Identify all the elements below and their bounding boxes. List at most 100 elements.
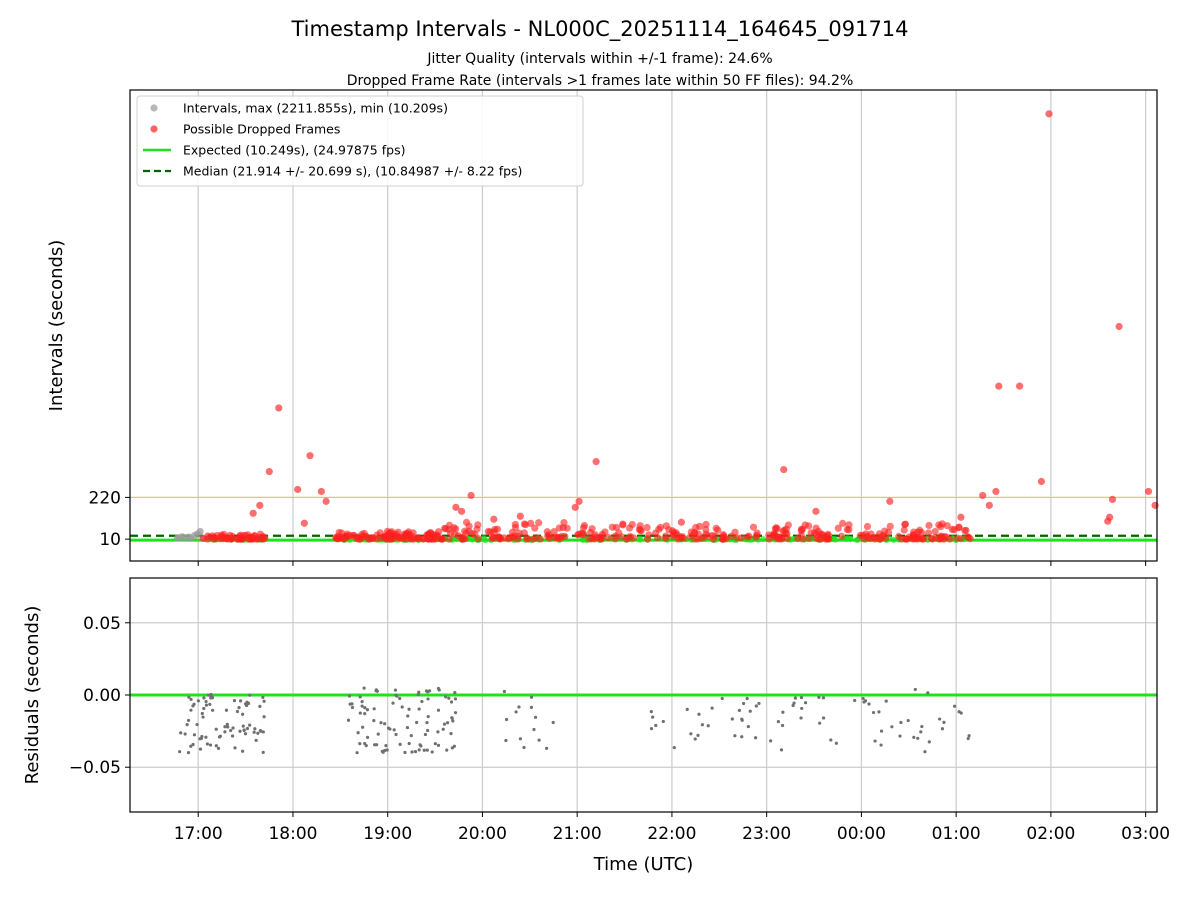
- residual-point: [398, 742, 402, 746]
- dropped-frame-point: [910, 528, 918, 536]
- residual-point: [906, 718, 910, 723]
- residual-point: [792, 701, 796, 705]
- residual-point: [447, 696, 451, 700]
- residual-point: [360, 699, 364, 704]
- dropped-frame-point: [801, 521, 809, 529]
- dropped-frame-point: [585, 535, 594, 543]
- residual-point: [191, 742, 195, 747]
- dropped-frame-point: [451, 530, 459, 538]
- dropped-frame-point: [678, 533, 686, 541]
- dropped-frame-point: [402, 532, 410, 540]
- residual-point: [916, 736, 920, 740]
- residual-point: [204, 735, 208, 739]
- residual-point: [187, 695, 191, 699]
- dropped-frame-point: [237, 534, 245, 542]
- dropped-frame-point: [1037, 477, 1046, 486]
- residual-point: [204, 703, 209, 707]
- residual-point: [417, 748, 421, 752]
- dropped-frame-point: [441, 525, 450, 533]
- interval-point: [196, 527, 204, 536]
- dropped-frame-point: [805, 534, 813, 543]
- dropped-frame-point: [452, 503, 460, 511]
- expected-interval-point: [760, 536, 767, 543]
- dropped-frame-point: [216, 535, 225, 543]
- residual-point: [363, 706, 367, 710]
- x-tick-label: 03:00: [1121, 824, 1170, 844]
- legend-marker-dropped: [150, 125, 158, 133]
- dropped-frame-point: [300, 519, 308, 527]
- residual-point: [769, 739, 773, 743]
- dropped-frame-point: [900, 526, 908, 534]
- dropped-frame-point: [727, 532, 735, 541]
- residual-point: [551, 720, 555, 725]
- dropped-frame-point: [592, 458, 600, 466]
- dropped-frame-point: [691, 529, 699, 538]
- dropped-frame-point: [543, 528, 551, 536]
- residual-point: [920, 724, 924, 729]
- residual-point: [532, 727, 536, 732]
- residual-point: [433, 742, 437, 746]
- dropped-frame-point: [902, 535, 910, 543]
- dropped-frame-point: [373, 531, 381, 539]
- residual-point: [430, 750, 434, 754]
- residual-point: [923, 750, 927, 754]
- dropped-frame-point: [985, 501, 993, 509]
- dropped-frame-point: [457, 507, 466, 515]
- residual-point: [347, 694, 352, 698]
- residual-point: [877, 710, 881, 714]
- residual-point: [178, 750, 182, 754]
- residual-point: [383, 748, 387, 753]
- residual-point: [449, 732, 453, 736]
- x-tick-label: 23:00: [742, 824, 791, 844]
- residual-point: [258, 728, 263, 733]
- dropped-frame-point: [259, 532, 267, 541]
- residual-point: [803, 701, 808, 705]
- residual-point: [926, 691, 930, 695]
- residual-point: [233, 746, 237, 750]
- residual-point: [871, 710, 876, 715]
- residual-point: [518, 737, 523, 741]
- residual-point: [451, 719, 455, 723]
- expected-interval-point: [482, 537, 489, 544]
- residual-point: [364, 744, 368, 748]
- dropped-frame-point: [1016, 382, 1024, 390]
- residual-point: [953, 704, 957, 708]
- residual-point: [730, 717, 734, 721]
- residual-point: [444, 695, 448, 699]
- residual-point: [179, 731, 183, 735]
- residual-point: [224, 708, 229, 712]
- residual-point: [426, 690, 430, 694]
- residual-point: [661, 719, 665, 724]
- residuals-y-tick-label: 0.05: [83, 614, 121, 634]
- residual-point: [445, 748, 449, 752]
- residual-point: [753, 736, 758, 740]
- residual-point: [406, 714, 410, 718]
- residual-point: [209, 692, 213, 697]
- residual-point: [241, 712, 245, 716]
- legend-label-dropped: Possible Dropped Frames: [183, 122, 340, 137]
- dropped-frame-point: [643, 523, 651, 532]
- dropped-frame-point: [812, 507, 820, 515]
- residual-point: [757, 701, 761, 706]
- residual-point: [689, 732, 693, 736]
- dropped-frame-point: [780, 465, 788, 474]
- residual-point: [654, 723, 658, 728]
- dropped-frame-point: [957, 535, 965, 543]
- residual-point: [419, 744, 423, 748]
- x-tick-label: 00:00: [837, 824, 886, 844]
- residual-point: [202, 706, 206, 711]
- residual-point: [262, 715, 266, 719]
- dropped-frame-point: [1115, 322, 1123, 331]
- intervals-y-axis-label: Intervals (seconds): [46, 240, 67, 412]
- dropped-frame-point: [509, 534, 517, 542]
- residual-point: [453, 711, 458, 715]
- residual-point: [192, 733, 197, 737]
- residual-point: [912, 735, 916, 739]
- residual-point: [799, 716, 803, 720]
- intervals-y-tick-label: 10: [99, 530, 121, 550]
- residual-point: [232, 699, 237, 703]
- residual-point: [504, 738, 508, 743]
- dropped-frame-point: [249, 509, 257, 517]
- residual-point: [230, 734, 235, 738]
- dropped-frame-point: [536, 535, 544, 543]
